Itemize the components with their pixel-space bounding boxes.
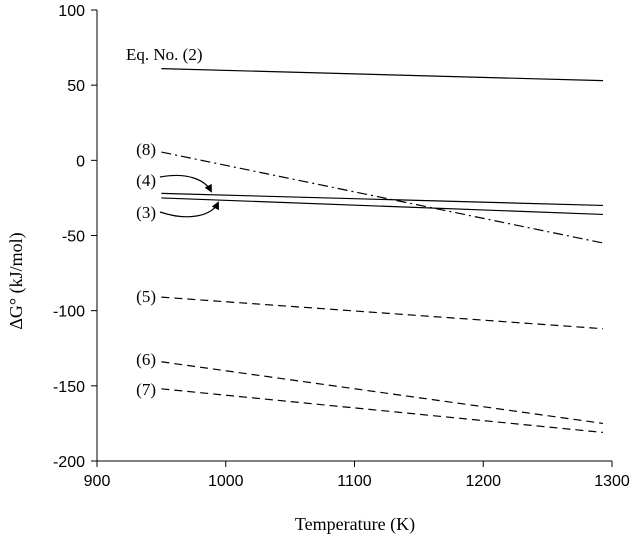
arrow-3 bbox=[159, 201, 219, 218]
y-tick-label: 0 bbox=[76, 153, 85, 170]
x-tick-label: 1300 bbox=[594, 473, 630, 490]
series-label: (4) bbox=[136, 171, 156, 190]
series-lines bbox=[161, 68, 604, 434]
series-label: (6) bbox=[136, 350, 156, 369]
x-tick-label: 900 bbox=[84, 473, 111, 490]
y-axis-title: ΔG° (kJ/mol) bbox=[6, 232, 27, 329]
series-label: (8) bbox=[136, 140, 156, 159]
series-line bbox=[161, 361, 604, 425]
series-label: (7) bbox=[136, 380, 156, 399]
x-tick-label: 1100 bbox=[337, 473, 372, 490]
x-tick-label: 1200 bbox=[465, 473, 501, 490]
series-label: (5) bbox=[136, 287, 156, 306]
arrows bbox=[159, 174, 219, 218]
y-tick-label: -200 bbox=[53, 454, 85, 471]
series-line bbox=[161, 192, 604, 207]
arrow-4 bbox=[159, 174, 212, 193]
series-line bbox=[161, 151, 604, 244]
series-labels: Eq. No. (2) (8) (4) (3) (5) (6) (7) bbox=[126, 45, 202, 399]
series-label: Eq. No. (2) bbox=[126, 45, 202, 64]
series-line bbox=[161, 296, 604, 330]
series-line bbox=[161, 68, 604, 82]
y-tick-label: 100 bbox=[58, 3, 85, 20]
x-axis-title: Temperature (K) bbox=[295, 514, 415, 535]
y-tick-label: -50 bbox=[62, 229, 85, 246]
series-line bbox=[161, 388, 604, 434]
x-tick-label: 1000 bbox=[208, 473, 244, 490]
y-tick-label: -100 bbox=[53, 304, 85, 321]
ticks: 100 50 0 -50 -100 -150 -200 900 1000 1100 1200 1300 bbox=[53, 3, 630, 490]
series-label: (3) bbox=[136, 203, 156, 222]
y-tick-label: 50 bbox=[67, 78, 85, 95]
series-line bbox=[161, 197, 604, 216]
axes bbox=[96, 10, 612, 462]
y-tick-label: -150 bbox=[53, 379, 85, 396]
